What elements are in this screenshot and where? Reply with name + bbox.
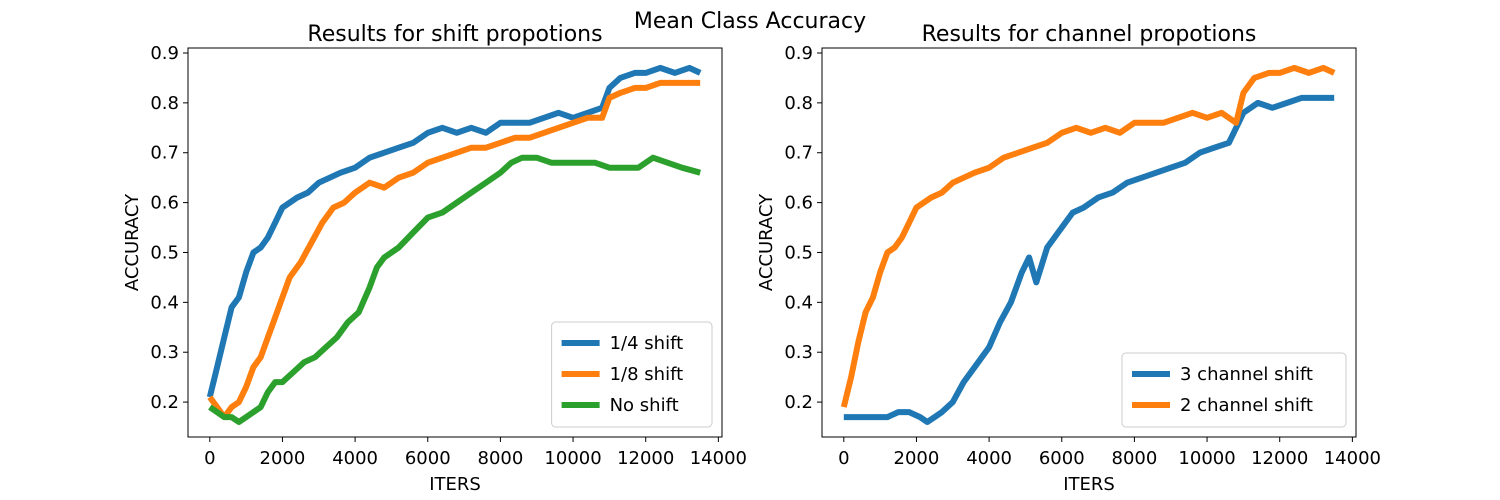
y-tick-label: 0.6 <box>784 193 813 214</box>
series-line-2 <box>207 79 701 421</box>
series-line-3 <box>208 154 701 425</box>
y-tick-label: 0.2 <box>150 392 179 413</box>
x-tick-label: 8000 <box>1112 448 1158 469</box>
x-tick-label: 2000 <box>260 448 306 469</box>
legend-label: No shift <box>610 395 679 416</box>
series-line-1 <box>206 64 702 398</box>
x-tick-label: 4000 <box>966 448 1012 469</box>
y-tick-label: 0.5 <box>150 242 179 263</box>
plot-frame <box>821 47 1357 438</box>
y-tick-label: 0.9 <box>150 43 179 64</box>
x-tick-label: 6000 <box>405 448 451 469</box>
y-tick-label: 0.4 <box>150 292 179 313</box>
y-tick-label: 0.8 <box>784 93 813 114</box>
legend-frame <box>551 321 713 428</box>
figure-suptitle: Mean Class Accuracy <box>634 9 866 34</box>
channel-proportions-chart: Results for channel propotions ITERS ACC… <box>756 22 1381 495</box>
legend-label: 1/4 shift <box>610 333 684 354</box>
shift-proportions-chart: Results for shift propotions ITERS ACCUR… <box>122 22 747 495</box>
plot-frame <box>187 47 723 438</box>
y-axis-label: ACCURACY <box>122 193 143 291</box>
y-tick-label: 0.4 <box>784 292 813 313</box>
x-tick-label: 0 <box>204 448 215 469</box>
legend: 3 channel shift 2 channel shift <box>1121 352 1347 428</box>
y-tick-label: 0.3 <box>784 342 813 363</box>
x-tick-label: 14000 <box>690 448 747 469</box>
x-tick-label: 10000 <box>544 448 601 469</box>
x-tick-label: 12000 <box>617 448 674 469</box>
x-axis-label: ITERS <box>429 474 481 495</box>
x-tick-label: 8000 <box>478 448 524 469</box>
x-axis-label: ITERS <box>1063 474 1115 495</box>
y-tick-label: 0.6 <box>150 193 179 214</box>
y-tick-label: 0.7 <box>784 143 813 164</box>
x-tick-label: 14000 <box>1324 448 1381 469</box>
legend-label: 1/8 shift <box>610 364 684 385</box>
y-tick-label: 0.7 <box>150 143 179 164</box>
legend-label: 3 channel shift <box>1180 364 1313 385</box>
x-tick-label: 4000 <box>332 448 378 469</box>
y-tick-label: 0.2 <box>784 392 813 413</box>
x-tick-label: 0 <box>838 448 849 469</box>
x-tick-label: 10000 <box>1178 448 1235 469</box>
y-tick-label: 0.3 <box>150 342 179 363</box>
x-tick-label: 6000 <box>1039 448 1085 469</box>
y-tick-label: 0.8 <box>150 93 179 114</box>
y-tick-label: 0.9 <box>784 43 813 64</box>
legend-frame <box>1121 352 1347 428</box>
series-line-1 <box>843 94 1335 425</box>
x-tick-label: 2000 <box>894 448 940 469</box>
chart-title: Results for shift propotions <box>307 22 602 47</box>
legend-label: 2 channel shift <box>1180 395 1313 416</box>
y-tick-label: 0.5 <box>784 242 813 263</box>
series-line-2 <box>840 64 1336 408</box>
legend: 1/4 shift 1/8 shift No shift <box>551 321 713 428</box>
x-tick-label: 12000 <box>1251 448 1308 469</box>
chart-title: Results for channel propotions <box>922 22 1257 47</box>
y-axis-label: ACCURACY <box>756 193 777 291</box>
